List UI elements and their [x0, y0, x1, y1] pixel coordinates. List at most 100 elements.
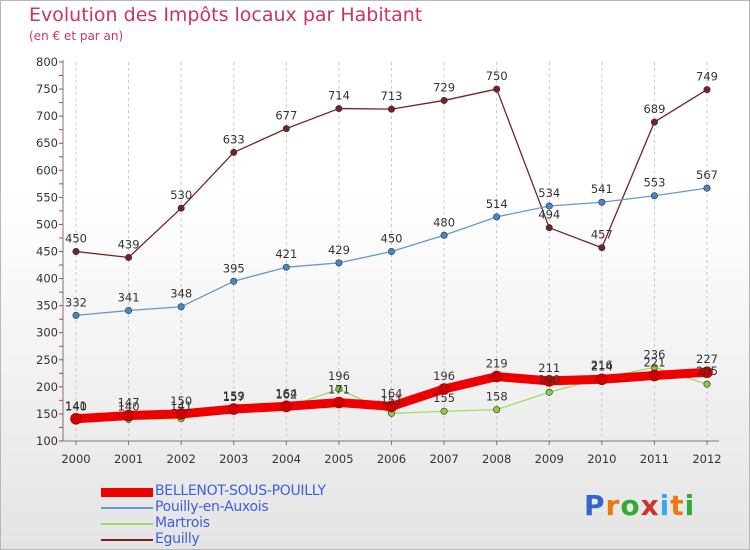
- x-tick-label: 2003: [219, 452, 248, 466]
- data-point: [598, 198, 606, 206]
- data-label: 421: [275, 247, 297, 261]
- data-label: 141: [170, 399, 192, 413]
- data-label: 196: [433, 369, 455, 383]
- data-point: [333, 396, 345, 409]
- legend-swatch: [101, 487, 153, 497]
- data-label: 530: [170, 188, 192, 202]
- data-label: 729: [433, 80, 455, 94]
- data-point: [177, 204, 185, 212]
- data-label: 151: [381, 393, 403, 407]
- data-label: 236: [643, 347, 665, 361]
- data-label: 450: [65, 232, 87, 246]
- series-eguilly: [72, 85, 711, 261]
- data-label: 214: [591, 359, 613, 373]
- data-label: 553: [643, 176, 665, 190]
- data-point: [122, 409, 135, 422]
- data-label: 714: [328, 89, 350, 103]
- x-tick-label: 2007: [429, 452, 458, 466]
- data-point: [70, 413, 82, 425]
- data-point: [282, 263, 290, 271]
- data-label: 150: [170, 394, 192, 408]
- data-point: [227, 403, 240, 415]
- x-tick-label: 2001: [114, 452, 143, 466]
- x-tick-label: 2012: [692, 452, 721, 466]
- data-label: 450: [381, 232, 403, 246]
- data-label: 162: [275, 387, 297, 401]
- data-point: [385, 400, 398, 413]
- legend-label: Eguilly: [155, 531, 200, 547]
- data-point: [493, 85, 501, 93]
- data-point: [335, 385, 343, 393]
- proxiti-logo: Proxiti: [584, 489, 696, 522]
- data-point: [438, 383, 450, 395]
- y-tick-label: 450: [36, 245, 58, 259]
- data-point: [387, 105, 395, 113]
- data-label: 159: [223, 389, 245, 403]
- y-tick-label: 700: [36, 109, 58, 123]
- y-tick-label: 550: [36, 190, 58, 204]
- data-point: [387, 248, 395, 256]
- data-point: [598, 244, 606, 252]
- data-point: [703, 380, 711, 388]
- legend-swatch: [101, 523, 153, 525]
- data-point: [440, 96, 448, 104]
- data-point: [703, 86, 711, 94]
- y-tick-label: 600: [36, 163, 58, 177]
- data-point: [335, 259, 343, 267]
- data-point: [701, 366, 713, 379]
- data-label: 196: [328, 369, 350, 383]
- data-label: 395: [223, 261, 245, 275]
- data-label: 514: [486, 197, 508, 211]
- x-tick-label: 2010: [587, 452, 616, 466]
- y-tick-label: 750: [36, 82, 58, 96]
- data-label: 190: [538, 372, 560, 386]
- data-label: 140: [118, 399, 140, 413]
- x-tick-label: 2006: [377, 452, 406, 466]
- x-tick-label: 2011: [640, 452, 669, 466]
- data-label: 567: [696, 168, 718, 182]
- legend-label: Martrois: [155, 515, 210, 531]
- data-point: [280, 400, 293, 413]
- data-label: 164: [381, 386, 403, 400]
- data-label: 332: [65, 295, 87, 309]
- chart-title: Evolution des Impôts locaux par Habitant: [29, 4, 423, 26]
- x-tick-label: 2005: [324, 452, 353, 466]
- data-label: 205: [696, 364, 718, 378]
- data-point: [175, 408, 187, 420]
- data-point: [440, 231, 448, 239]
- data-label: 480: [433, 215, 455, 229]
- data-label: 171: [328, 383, 350, 397]
- data-label: 749: [696, 70, 718, 84]
- data-label: 155: [433, 391, 455, 405]
- data-point: [545, 224, 553, 232]
- y-tick-label: 800: [36, 55, 58, 69]
- x-tick-label: 2000: [61, 452, 90, 466]
- data-label: 348: [170, 287, 192, 301]
- data-point: [648, 369, 661, 382]
- data-label: 429: [328, 243, 350, 257]
- data-label: 534: [538, 186, 560, 200]
- data-point: [490, 370, 503, 383]
- data-label: 227: [696, 352, 718, 366]
- data-label: 494: [538, 208, 560, 222]
- data-label: 216: [591, 358, 613, 372]
- data-point: [545, 388, 553, 396]
- data-point: [545, 202, 553, 210]
- y-tick-label: 350: [36, 299, 58, 313]
- legend-label: Pouilly-en-Auxois: [155, 499, 269, 515]
- data-label: 677: [275, 109, 297, 123]
- data-point: [282, 125, 290, 133]
- y-tick-label: 400: [36, 272, 58, 286]
- y-tick-label: 650: [36, 136, 58, 150]
- data-label: 689: [643, 102, 665, 116]
- data-label: 164: [275, 386, 297, 400]
- legend-swatch: [101, 507, 153, 509]
- data-label: 633: [223, 132, 245, 146]
- x-tick-label: 2004: [272, 452, 301, 466]
- data-label: 157: [223, 390, 245, 404]
- series-bellenot-sous-pouilly: [70, 366, 713, 425]
- x-tick-label: 2009: [535, 452, 564, 466]
- y-tick-label: 100: [36, 434, 58, 448]
